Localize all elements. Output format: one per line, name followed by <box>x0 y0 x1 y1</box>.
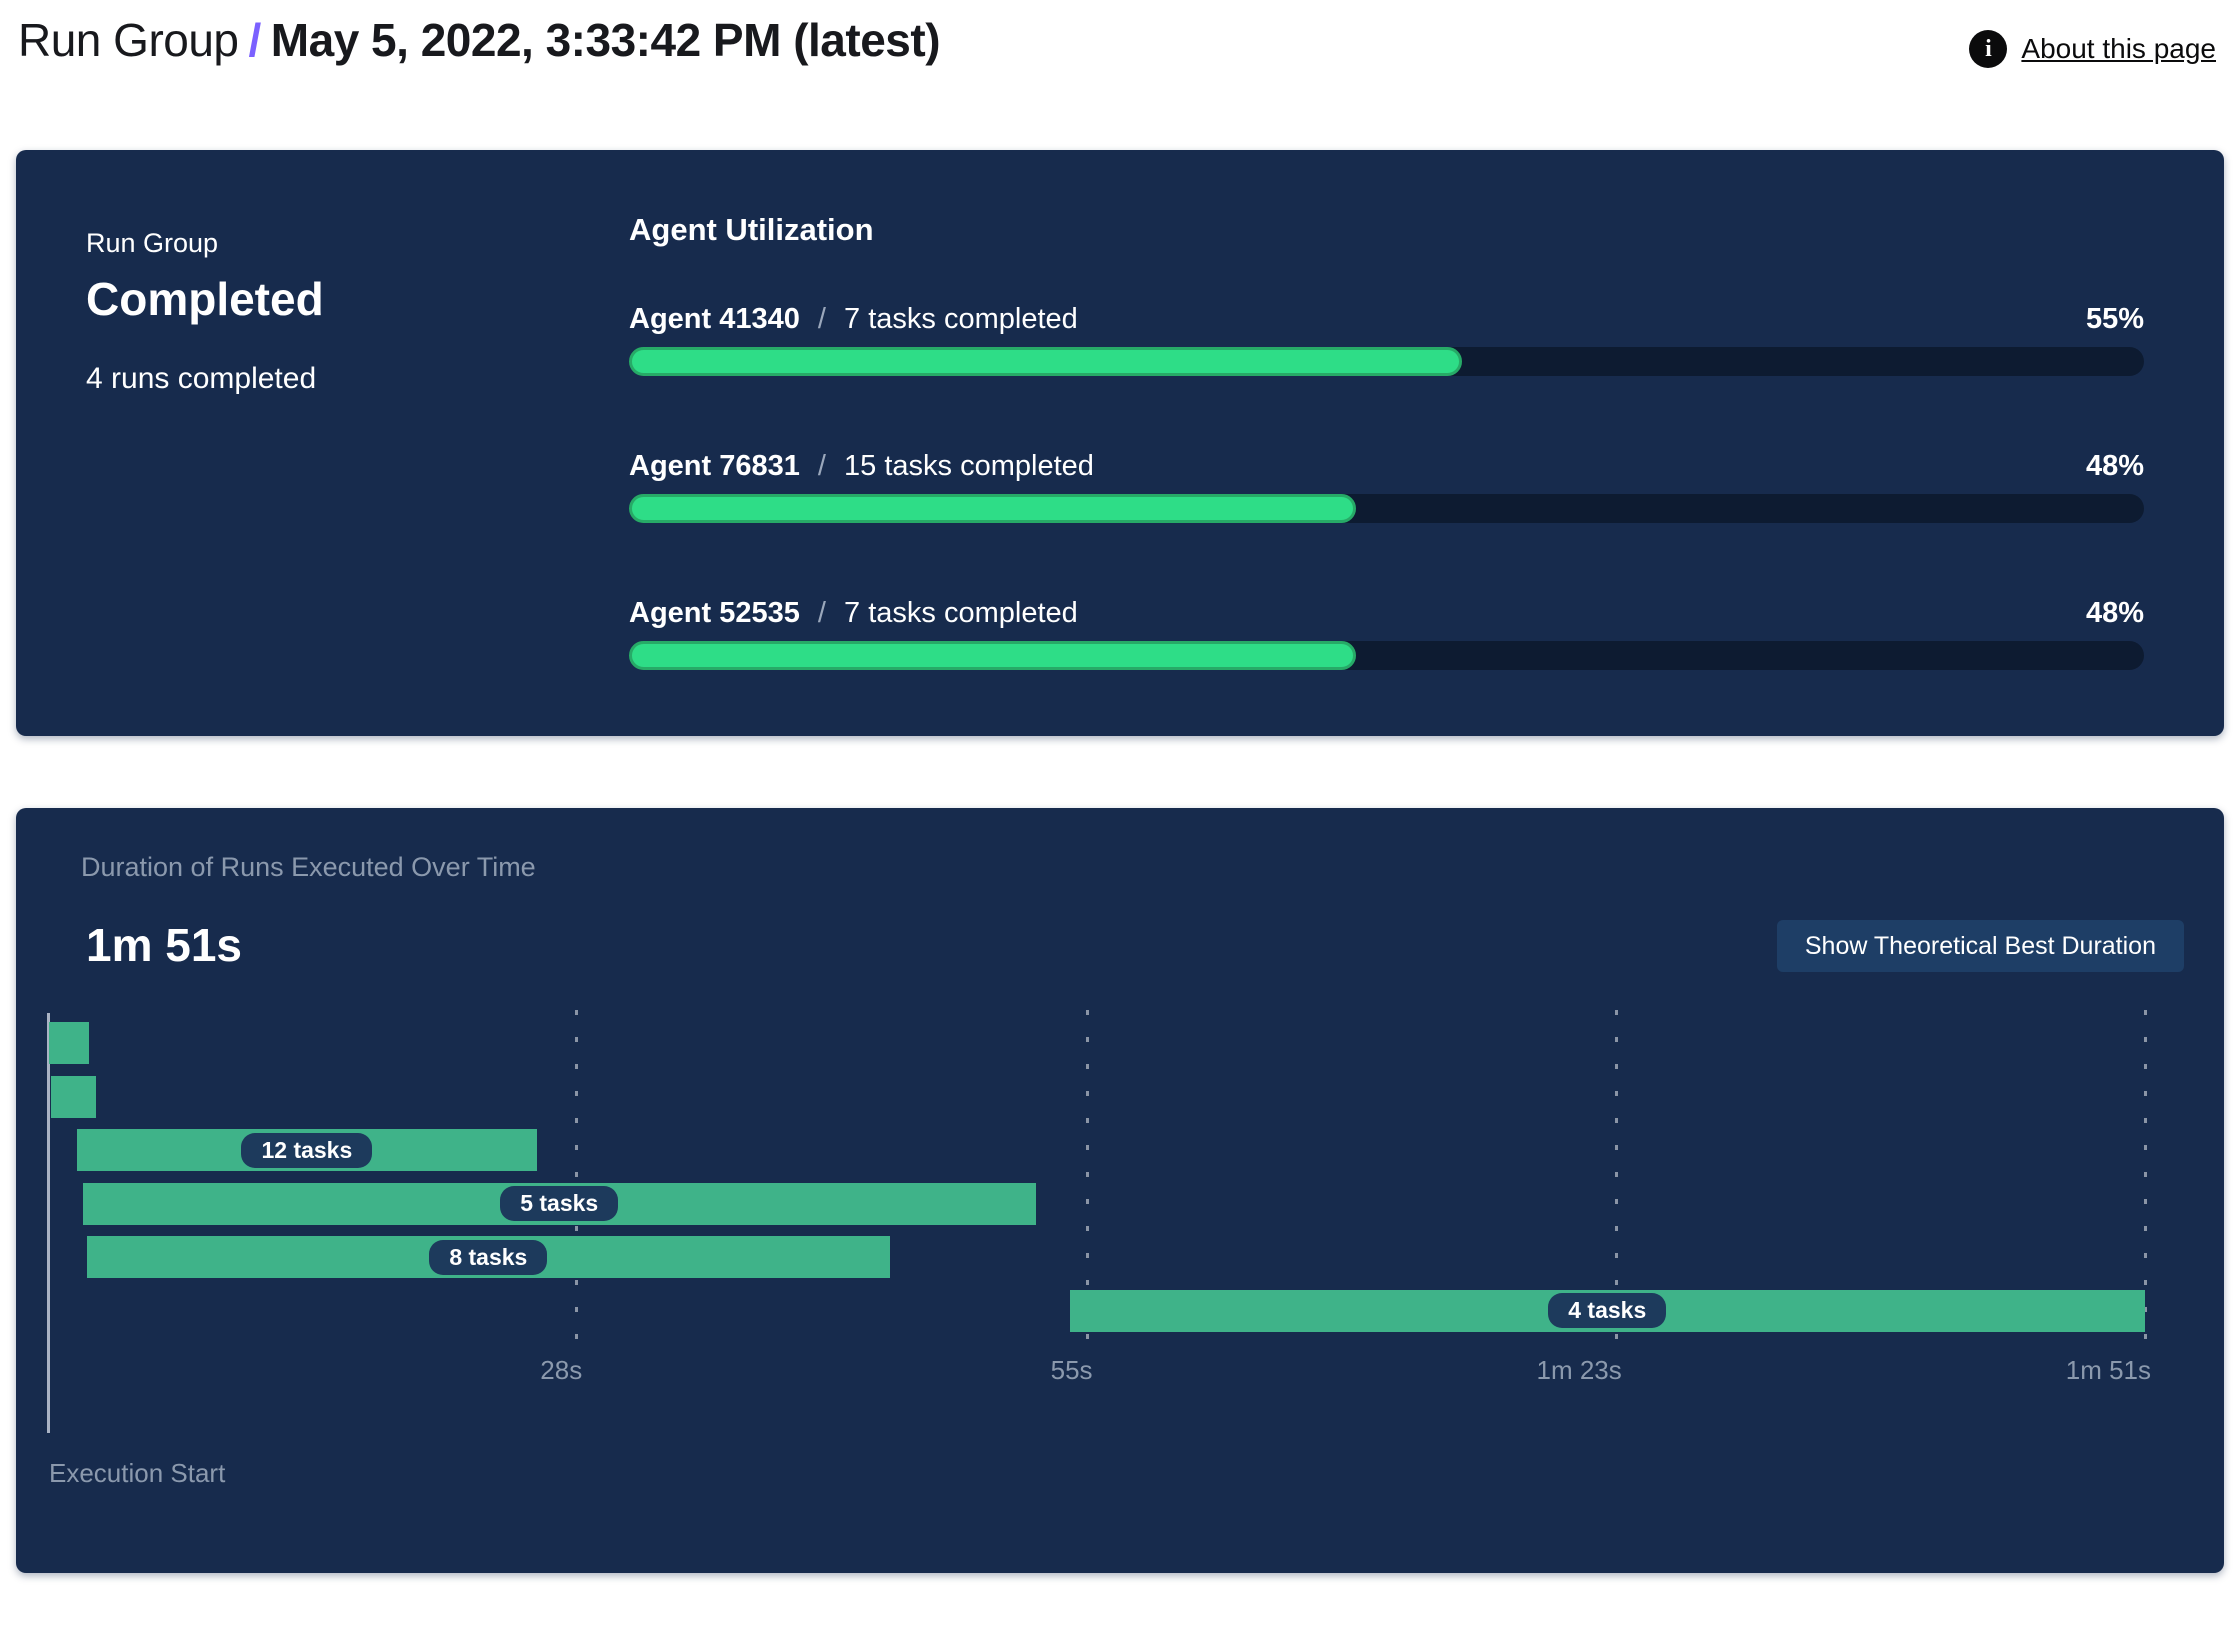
agent-utilization-percent: 55% <box>2085 303 2144 335</box>
breadcrumb-run-group[interactable]: Run Group <box>18 14 239 66</box>
agent-utilization-track <box>629 494 2144 523</box>
time-axis-tick-label: 28s <box>540 1355 583 1385</box>
execution-start-line <box>47 1013 50 1433</box>
run-timestamp-title: May 5, 2022, 3:33:42 PM (latest) <box>270 14 941 66</box>
agent-tasks-completed: 7 tasks completed <box>844 597 1078 629</box>
breadcrumb-separator: / <box>248 14 262 66</box>
about-this-page-link[interactable]: i About this page <box>1969 30 2216 68</box>
agent-utilization-row: Agent 52535 / 7 tasks completed 48% <box>629 597 2144 717</box>
time-axis-tick-label: 55s <box>1050 1355 1093 1385</box>
agent-row-label: Agent 41340 / 7 tasks completed <box>629 303 1078 336</box>
run-duration-bar[interactable]: 4 tasks <box>1069 1289 2145 1332</box>
execution-start-label: Execution Start <box>49 1458 226 1488</box>
agent-utilization-track <box>629 347 2144 376</box>
agent-utilization-track <box>629 641 2144 670</box>
agent-name: Agent 52535 <box>629 597 800 629</box>
page-header: Run Group / May 5, 2022, 3:33:42 PM (lates… <box>18 10 2216 90</box>
agent-label-separator: / <box>809 303 835 335</box>
runs-completed-count: 4 runs completed <box>86 362 317 395</box>
run-duration-bar[interactable]: 8 tasks <box>86 1236 890 1278</box>
run-duration-bar[interactable] <box>50 1075 97 1118</box>
task-count-badge: 4 tasks <box>1548 1293 1667 1328</box>
agent-name: Agent 76831 <box>629 450 800 482</box>
run-duration-bar[interactable] <box>48 1022 89 1064</box>
run-duration-bar[interactable]: 12 tasks <box>77 1129 537 1171</box>
info-icon[interactable]: i <box>1969 30 2008 68</box>
run-duration-gantt-chart: Execution Start 28s 55s 1m 23s 1m 51s 12 tas… <box>47 1010 2151 1488</box>
duration-chart-title: Duration of Runs Executed Over Time <box>81 852 536 882</box>
run-group-label: Run Group <box>86 228 219 258</box>
agent-utilization-fill <box>629 347 1463 376</box>
agent-utilization-row: Agent 76831 / 15 tasks completed 48% <box>629 450 2144 570</box>
page-title: Run Group / May 5, 2022, 3:33:42 PM (lates… <box>18 10 2216 70</box>
task-count-badge: 12 tasks <box>241 1132 373 1168</box>
run-group-status-panel: Run Group Completed 4 runs completed Age… <box>16 150 2224 736</box>
agent-row-label: Agent 52535 / 7 tasks completed <box>629 597 1078 630</box>
time-gridline <box>1614 1010 1618 1348</box>
time-gridline <box>575 1010 579 1348</box>
task-count-badge: 8 tasks <box>429 1239 548 1275</box>
time-gridline <box>1085 1010 1089 1348</box>
time-gridline <box>2144 1010 2147 1348</box>
time-axis-tick-label: 1m 51s <box>2065 1355 2151 1385</box>
agent-row-label: Agent 76831 / 15 tasks completed <box>629 450 1094 483</box>
agent-utilization-fill <box>629 641 1357 670</box>
show-theoretical-best-duration-button[interactable]: Show Theoretical Best Duration <box>1776 920 2184 972</box>
time-axis-tick-label: 1m 23s <box>1536 1355 1622 1385</box>
agent-label-separator: / <box>809 450 835 482</box>
agent-name: Agent 41340 <box>629 303 800 335</box>
duration-panel: Duration of Runs Executed Over Time 1m 5… <box>16 808 2224 1573</box>
run-group-status: Completed <box>86 273 324 325</box>
agent-utilization-percent: 48% <box>2085 450 2144 482</box>
agent-utilization-row: Agent 41340 / 7 tasks completed 55% <box>629 303 2144 423</box>
agent-tasks-completed: 15 tasks completed <box>844 450 1094 482</box>
task-count-badge: 5 tasks <box>500 1186 619 1221</box>
agent-label-separator: / <box>809 597 835 629</box>
about-this-page-label[interactable]: About this page <box>2021 33 2216 64</box>
agent-utilization-fill <box>629 494 1357 523</box>
agent-rows: Agent 41340 / 7 tasks completed 55% Agen… <box>629 150 2144 736</box>
agent-tasks-completed: 7 tasks completed <box>844 303 1078 335</box>
agent-utilization-title: Agent Utilization <box>629 212 874 247</box>
run-duration-bar[interactable]: 5 tasks <box>82 1182 1036 1225</box>
agent-utilization-percent: 48% <box>2085 597 2144 629</box>
total-duration-value: 1m 51s <box>86 919 243 971</box>
